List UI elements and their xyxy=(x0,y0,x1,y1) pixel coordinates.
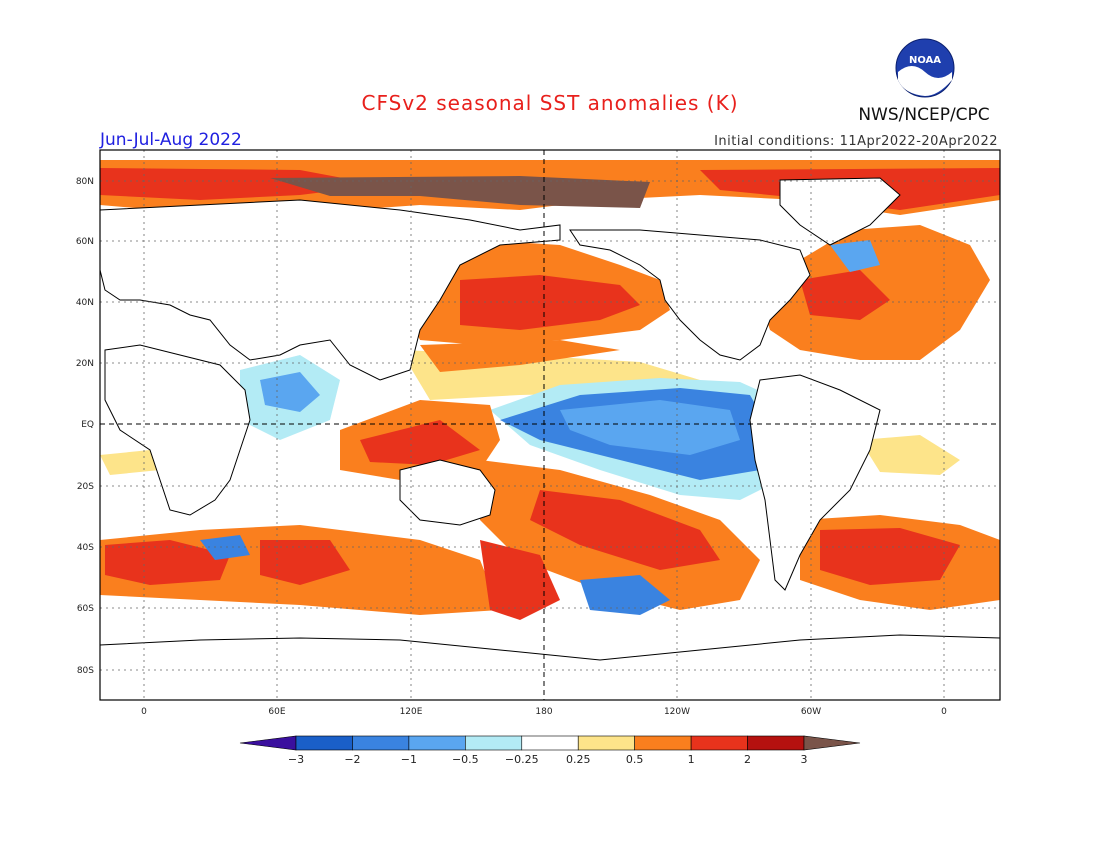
agency-label: NWS/NCEP/CPC xyxy=(858,105,989,125)
lon-label: 0 xyxy=(141,707,147,717)
graticule xyxy=(100,150,1000,700)
noaa-logo-icon: NOAA xyxy=(895,38,955,98)
colorbar-tick-label: 1 xyxy=(688,753,695,766)
colorbar-low-extension xyxy=(239,735,297,751)
sst-anomaly-field xyxy=(100,160,1000,620)
lat-label: 40S xyxy=(77,543,94,553)
continents xyxy=(100,177,1000,700)
southern-ocean-strong-1 xyxy=(105,540,230,585)
colorbar-tick-label: 0.25 xyxy=(566,753,591,766)
south-atlantic-strong xyxy=(820,528,960,585)
southern-ocean-strong-3 xyxy=(480,540,560,620)
lat-label: 60S xyxy=(77,604,94,614)
southern-ocean-cold xyxy=(580,575,670,615)
lat-label: 40N xyxy=(76,298,94,308)
lon-label: 120W xyxy=(664,707,690,717)
colorbar-bin xyxy=(634,735,692,751)
longitude-labels: 0 60E 120E 180 120W 60W 0 xyxy=(141,707,947,717)
south-america-landmass xyxy=(749,374,881,591)
colorbar-bin xyxy=(521,735,579,751)
greenland-landmass xyxy=(779,177,901,246)
colorbar-tick-label: 3 xyxy=(801,753,808,766)
lat-label: EQ xyxy=(81,420,94,430)
arctic-strong-warm xyxy=(100,168,380,200)
colorbar-tick-label: −0.5 xyxy=(452,753,479,766)
colorbar-legend: −3 −2 −1 −0.5 −0.25 0.25 0.5 1 2 3 xyxy=(239,735,861,766)
lon-label: 60E xyxy=(268,707,285,717)
subtropical-warm xyxy=(420,340,620,372)
africa-landmass xyxy=(104,344,251,516)
east-atlantic-pale-warm xyxy=(860,435,960,475)
colorbar-bin xyxy=(747,735,805,751)
lon-label: 180 xyxy=(535,707,552,717)
north-pacific-strong xyxy=(460,275,640,330)
colorbar-tick-label: −2 xyxy=(344,753,360,766)
lon-label: 60W xyxy=(801,707,821,717)
colorbar-bin xyxy=(295,735,353,751)
colorbar-tick-label: −0.25 xyxy=(505,753,539,766)
south-indian-cold xyxy=(200,535,250,560)
colorbar-bin xyxy=(465,735,523,751)
colorbar-tick-label: −1 xyxy=(401,753,417,766)
south-pacific-strong xyxy=(530,490,720,570)
la-nina-cold-core xyxy=(560,400,740,455)
noaa-logo-text: NOAA xyxy=(909,55,941,66)
colorbar-bin xyxy=(577,735,635,751)
north-atlantic-cold-spot xyxy=(830,240,880,272)
figure-title: CFSv2 seasonal SST anomalies (K) xyxy=(362,91,739,115)
map-area xyxy=(99,149,1001,701)
colorbar-high-extension xyxy=(803,735,861,751)
colorbar-bin xyxy=(690,735,748,751)
lat-label: 60N xyxy=(76,237,94,247)
southern-ocean-strong-2 xyxy=(260,540,350,585)
latitude-labels: 80N 60N 40N 20N EQ 20S 40S 60S 80S xyxy=(76,177,94,676)
indian-ocean-cold-core xyxy=(260,372,320,412)
west-pacific-strong xyxy=(360,420,480,465)
arctic-extreme-warm xyxy=(270,176,650,208)
initial-conditions: Initial conditions: 11Apr2022-20Apr2022 xyxy=(714,134,998,149)
colorbar-bin xyxy=(352,735,410,751)
map-frame xyxy=(99,149,1001,701)
lon-label: 0 xyxy=(941,707,947,717)
colorbar-tick-label: −3 xyxy=(288,753,304,766)
colorbar-tick-label: 2 xyxy=(744,753,751,766)
colorbar-tick-label: 0.5 xyxy=(626,753,644,766)
lat-label: 80S xyxy=(77,666,94,676)
pale-warm-south xyxy=(100,450,160,475)
australia-landmass xyxy=(399,459,496,526)
lat-label: 20N xyxy=(76,359,94,369)
lat-label: 80N xyxy=(76,177,94,187)
lat-label: 20S xyxy=(77,482,94,492)
north-atlantic-strong xyxy=(800,270,890,320)
forecast-period: Jun-Jul-Aug 2022 xyxy=(99,130,242,150)
eurasia-landmass xyxy=(100,199,561,381)
lon-label: 120E xyxy=(400,707,423,717)
antarctica-landmass xyxy=(100,634,1000,700)
north-america-landmass xyxy=(569,229,811,361)
colorbar-bin xyxy=(408,735,466,751)
